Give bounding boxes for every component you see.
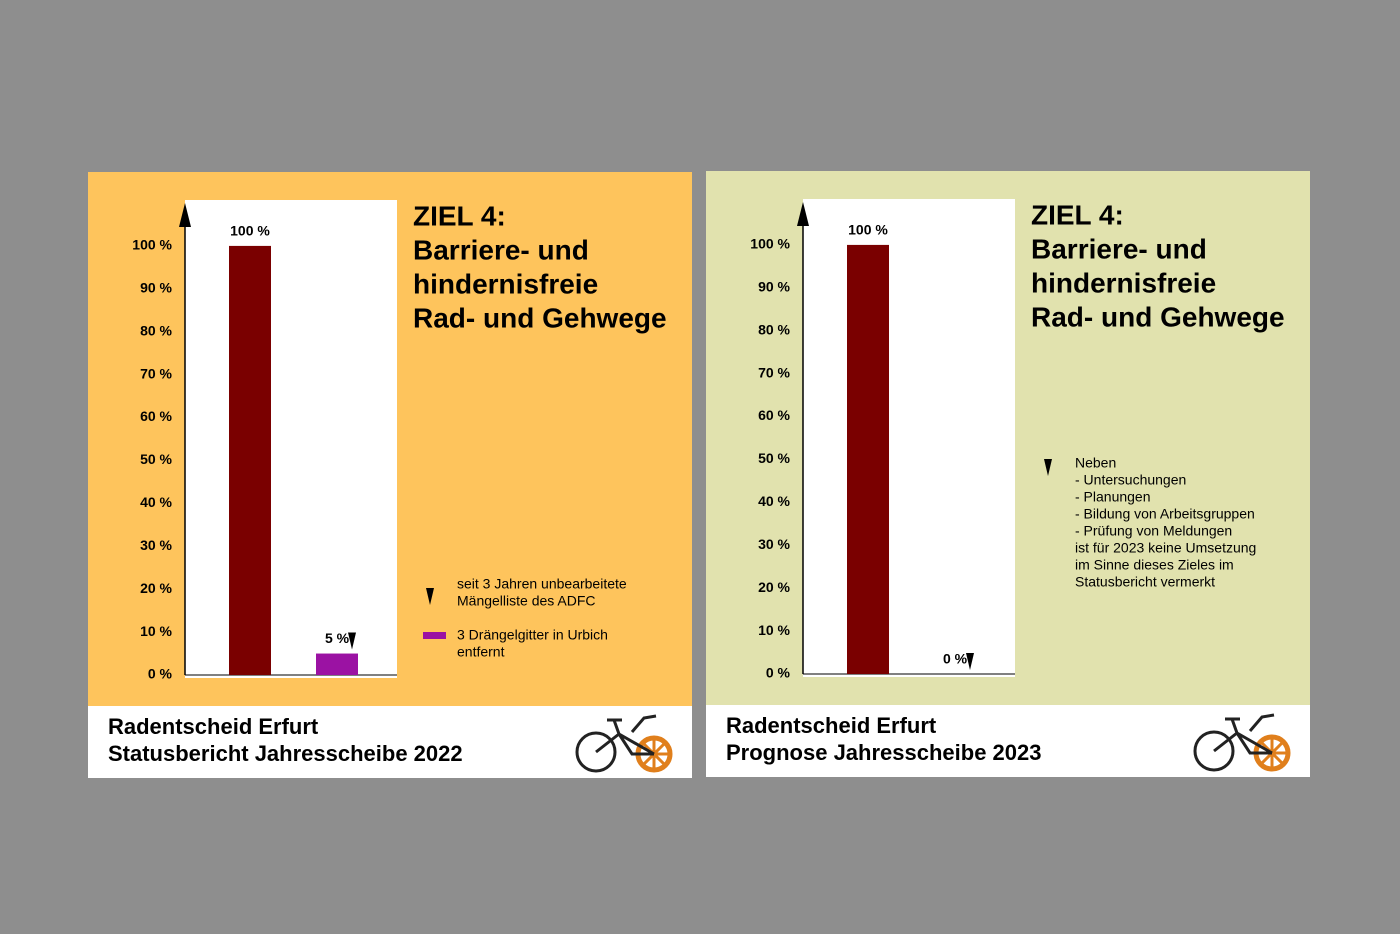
y-tick-label: 0 % xyxy=(766,665,791,681)
y-axis-arrow xyxy=(179,203,191,227)
y-tick-label: 90 % xyxy=(758,279,790,295)
value-label: 100 % xyxy=(848,222,888,238)
annotation: - Planungen xyxy=(1075,489,1151,505)
chart-title: ZIEL 4: xyxy=(413,200,506,231)
panel: 0 % 10 % 20 % 30 % 40 % 50 % 60 % 70 % 80 % 90 % 1… xyxy=(706,171,1310,777)
y-tick-label: 80 % xyxy=(140,322,172,338)
plot-area xyxy=(185,200,397,678)
bar xyxy=(316,653,358,675)
y-tick-label: 30 % xyxy=(140,537,172,553)
y-tick-label: 80 % xyxy=(758,321,790,337)
chart-title: Barriere- und xyxy=(1031,233,1207,264)
bike-frame xyxy=(1213,713,1275,755)
note-marker xyxy=(348,632,356,650)
annotation: ist für 2023 keine Umsetzung xyxy=(1075,540,1256,556)
y-tick-label: 90 % xyxy=(140,280,172,296)
note-marker xyxy=(426,588,434,605)
value-label: 0 % xyxy=(943,651,968,667)
legend-label: seit 3 Jahren unbearbeitete xyxy=(457,576,627,592)
plot-area xyxy=(803,199,1015,677)
chart-title: Rad- und Gehwege xyxy=(1031,301,1285,332)
bike-logo xyxy=(1193,713,1291,772)
y-tick-label: 60 % xyxy=(758,407,790,423)
chart-title: hindernisfreie xyxy=(413,268,598,299)
footer-text: Radentscheid Erfurt xyxy=(108,714,319,739)
note-marker xyxy=(966,653,974,670)
footer-text: Radentscheid Erfurt xyxy=(726,713,937,738)
value-label: 100 % xyxy=(230,223,270,239)
annotation: - Prüfung von Meldungen xyxy=(1075,523,1232,539)
chart-title: Barriere- und xyxy=(413,234,589,265)
note-marker xyxy=(1044,459,1052,476)
y-tick-label: 40 % xyxy=(140,494,172,510)
chart-title: hindernisfreie xyxy=(1031,267,1216,298)
y-tick-label: 60 % xyxy=(140,408,172,424)
annotation: Statusbericht vermerkt xyxy=(1075,574,1215,590)
y-tick-label: 30 % xyxy=(758,536,790,552)
y-tick-label: 70 % xyxy=(758,364,790,380)
legend-label: entfernt xyxy=(457,644,505,660)
annotation: - Untersuchungen xyxy=(1075,472,1186,488)
legend-label: Mängelliste des ADFC xyxy=(457,593,596,609)
footer-text: Prognose Jahresscheibe 2023 xyxy=(726,740,1042,765)
y-tick-label: 20 % xyxy=(758,579,790,595)
bike-wheel xyxy=(1193,730,1235,772)
chart-title: Rad- und Gehwege xyxy=(413,302,667,333)
y-tick-label: 50 % xyxy=(140,451,172,467)
footer-background xyxy=(706,705,1310,777)
value-label: 5 % xyxy=(325,630,350,646)
footer-text: Statusbericht Jahresscheibe 2022 xyxy=(108,741,463,766)
legend-swatch xyxy=(423,632,446,639)
annotation: - Bildung von Arbeitsgruppen xyxy=(1075,506,1255,522)
y-tick-label: 40 % xyxy=(758,493,790,509)
bike-frame xyxy=(595,714,657,756)
bike-wheel xyxy=(575,731,617,773)
bar xyxy=(847,244,889,674)
bar xyxy=(229,245,271,675)
y-tick-label: 10 % xyxy=(140,623,172,639)
chart-title: ZIEL 4: xyxy=(1031,199,1124,230)
annotation: Neben xyxy=(1075,455,1116,471)
legend-label: 3 Drängelgitter in Urbich xyxy=(457,627,608,643)
y-tick-label: 20 % xyxy=(140,580,172,596)
annotation: im Sinne dieses Zieles im xyxy=(1075,557,1234,573)
y-tick-label: 10 % xyxy=(758,622,790,638)
footer-background xyxy=(88,706,692,778)
y-tick-label: 50 % xyxy=(758,450,790,466)
y-tick-label: 0 % xyxy=(148,666,173,682)
y-tick-label: 70 % xyxy=(140,365,172,381)
bike-logo xyxy=(575,714,673,773)
y-tick-label: 100 % xyxy=(132,237,172,253)
y-tick-label: 100 % xyxy=(750,236,790,252)
panel: 0 % 10 % 20 % 30 % 40 % 50 % 60 % 70 % 80 % 90 % 1… xyxy=(88,172,692,778)
y-axis-arrow xyxy=(797,202,809,226)
